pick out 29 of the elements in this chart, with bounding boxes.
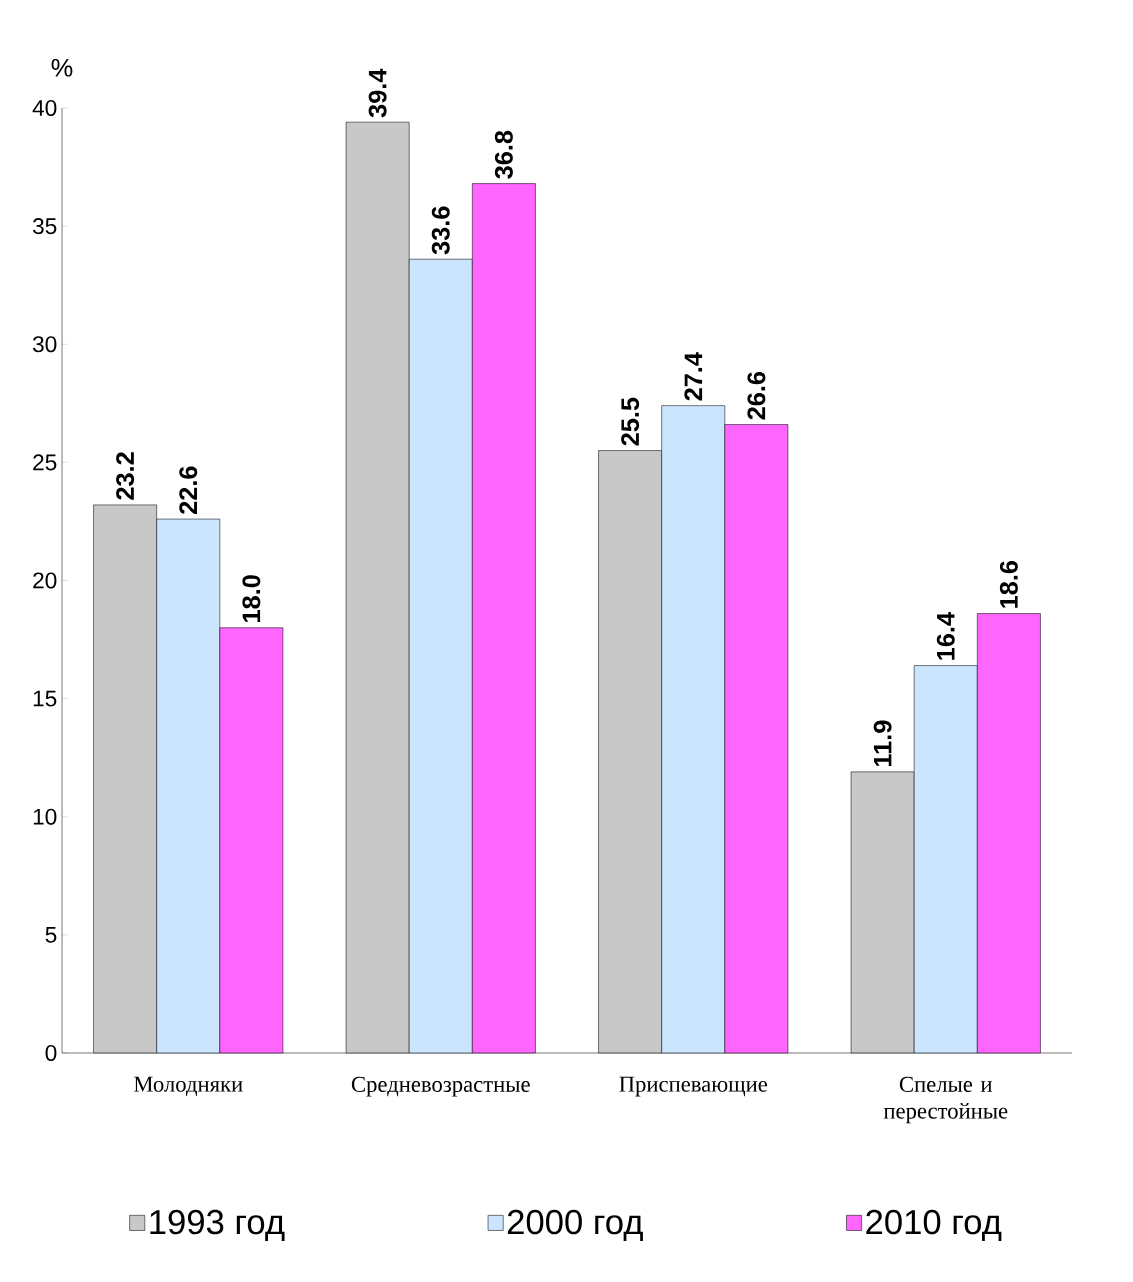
y-tick-label: 25 — [33, 454, 57, 471]
y-tick-label: 15 — [33, 690, 57, 707]
data-label: 18.6 — [999, 560, 1018, 608]
data-label: 33.6 — [431, 206, 450, 255]
data-label: 23.2 — [116, 452, 135, 500]
legend-label: 2010 год — [866, 1209, 1002, 1241]
data-label: 36.8 — [494, 130, 513, 179]
x-tick-label: Молодняки — [133, 1076, 243, 1096]
y-tick-label: 35 — [32, 218, 57, 235]
data-label: 18.0 — [242, 575, 261, 622]
y-tick-label: 10 — [33, 808, 57, 825]
legend-label: 1993 год — [150, 1209, 285, 1241]
data-label: 27.4 — [684, 352, 703, 401]
y-tick-label: 5 — [45, 926, 57, 943]
x-tick-label: Спелые и перестойные — [883, 1076, 1008, 1124]
y-tick-label: 40 — [32, 99, 57, 117]
y-tick-label: 0 — [45, 1044, 57, 1062]
x-tick-label: Средневозрастные — [351, 1076, 530, 1097]
data-label: 26.6 — [747, 371, 766, 420]
x-tick-label: Приспевающие — [619, 1076, 768, 1097]
y-axis-title: % — [51, 58, 73, 77]
legend-label: 2000 год — [507, 1209, 643, 1241]
data-label: 22.6 — [179, 466, 198, 514]
data-label: 39.4 — [368, 68, 387, 118]
data-label: 16.4 — [936, 612, 955, 660]
data-label: 25.5 — [621, 397, 640, 446]
y-tick-label: 30 — [32, 336, 57, 353]
data-label: 11.9 — [873, 720, 892, 766]
y-tick-label: 20 — [33, 572, 57, 589]
